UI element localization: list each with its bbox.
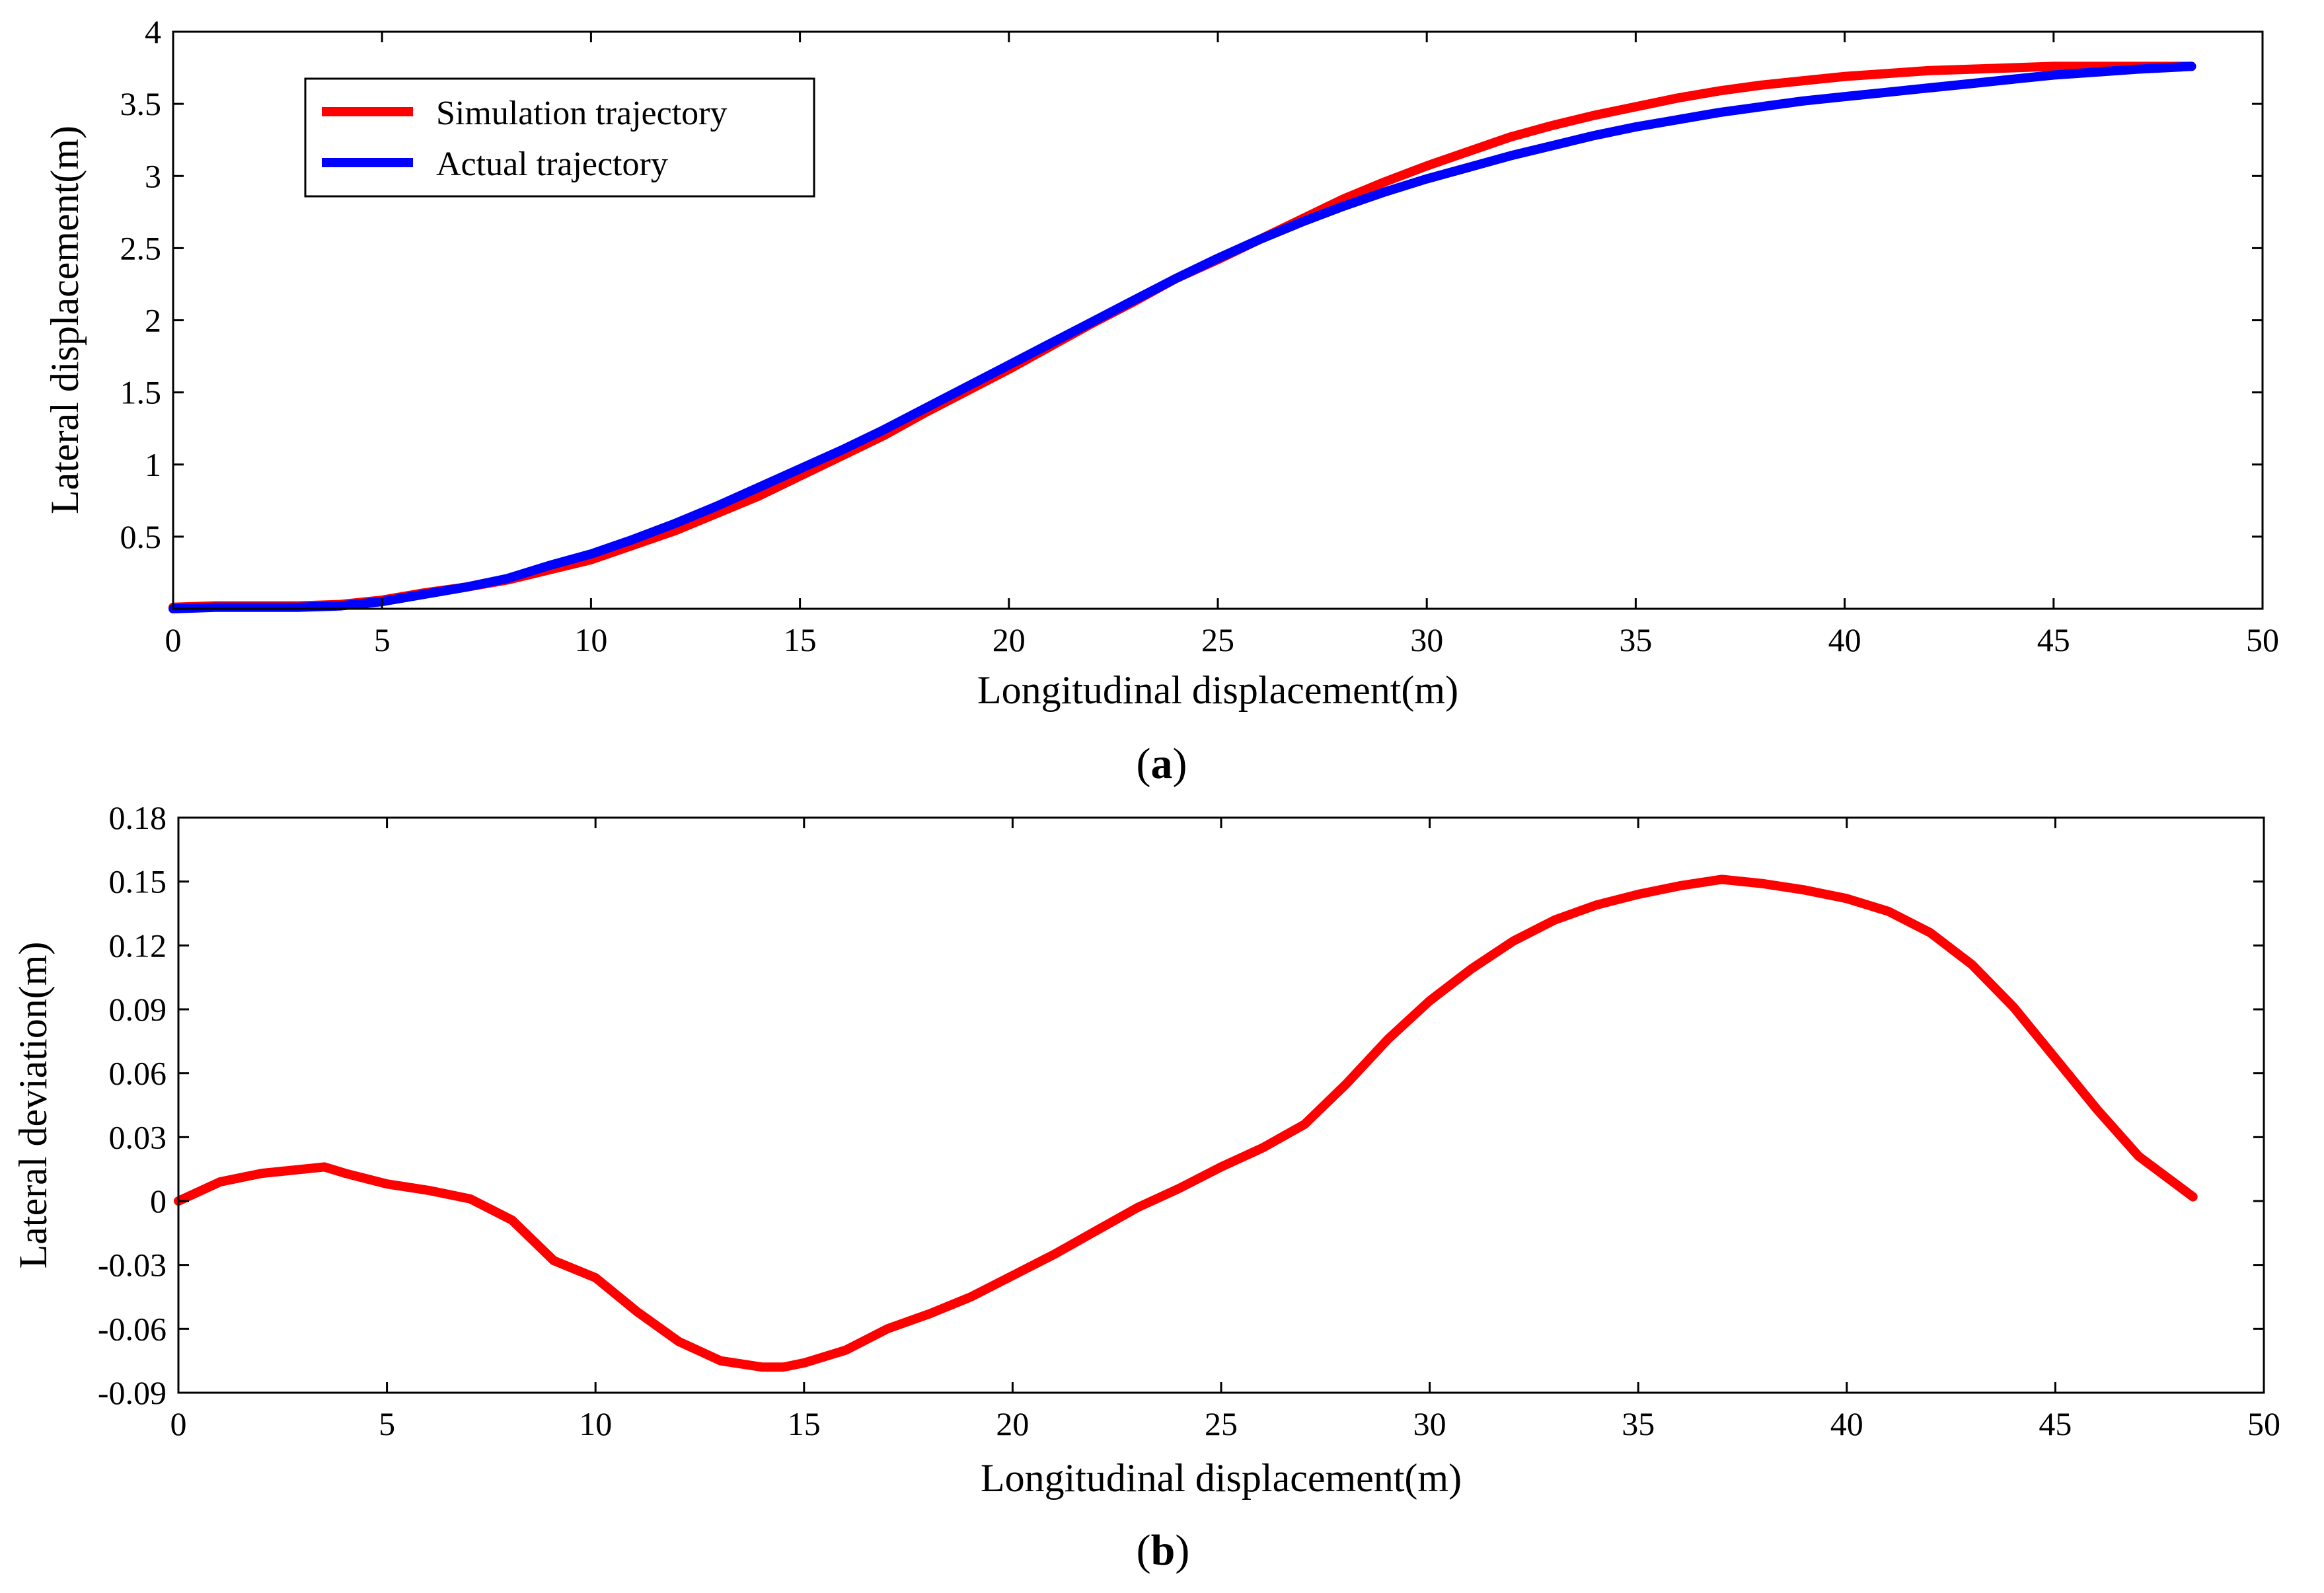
x-tick-label-b-0: 0 xyxy=(170,1405,187,1442)
y-tick-label-b-3: 0 xyxy=(150,1183,167,1220)
caption-letter-b: b xyxy=(1151,1526,1176,1574)
x-axis-label-b: Longitudinal displacement(m) xyxy=(981,1456,1462,1500)
caption-a: (a) xyxy=(1137,740,1187,788)
legend: Simulation trajectory Actual trajectory xyxy=(304,77,815,198)
y-axis-label-b: Lateral deviation(m) xyxy=(11,942,55,1269)
caption-b: (b) xyxy=(1137,1526,1190,1574)
x-axis-label-a: Longitudinal displacement(m) xyxy=(977,668,1458,712)
x-tick-label-a-3: 15 xyxy=(784,621,817,658)
x-tick-label-a-0: 0 xyxy=(165,621,182,658)
y-tick-label-b-1: -0.06 xyxy=(98,1310,167,1347)
y-tick-label-a-7: 4 xyxy=(145,13,161,50)
y-tick-label-a-2: 1.5 xyxy=(120,374,162,411)
y-tick-label-a-5: 3 xyxy=(145,157,161,194)
y-tick-label-b-8: 0.15 xyxy=(109,863,167,900)
series-line-a-1 xyxy=(169,61,2196,613)
y-tick-label-a-0: 0.5 xyxy=(120,518,162,555)
x-tick-label-b-1: 5 xyxy=(379,1405,395,1442)
x-tick-label-a-7: 35 xyxy=(1619,621,1652,658)
x-tick-label-b-5: 25 xyxy=(1205,1405,1238,1442)
series-group-a xyxy=(169,61,2196,613)
y-tick-label-b-7: 0.12 xyxy=(109,927,167,964)
y-tick-label-b-4: 0.03 xyxy=(109,1118,167,1155)
y-tick-label-a-3: 2 xyxy=(145,302,161,339)
x-tick-label-b-2: 10 xyxy=(579,1405,612,1442)
x-tick-label-a-4: 20 xyxy=(993,621,1026,658)
y-tick-label-a-4: 2.5 xyxy=(120,229,162,266)
x-tick-label-a-5: 25 xyxy=(1201,621,1234,658)
series-line-b-0 xyxy=(174,874,2198,1372)
x-tick-label-a-9: 45 xyxy=(2037,621,2070,658)
series-group-b xyxy=(174,874,2198,1372)
x-tick-label-b-10: 50 xyxy=(2247,1405,2280,1442)
x-tick-label-b-4: 20 xyxy=(996,1405,1029,1442)
x-tick-label-b-9: 45 xyxy=(2039,1405,2072,1442)
y-tick-label-b-9: 0.18 xyxy=(109,799,167,836)
y-tick-label-a-1: 1 xyxy=(145,446,161,483)
caption-letter-a: a xyxy=(1151,740,1173,788)
y-tick-label-a-6: 3.5 xyxy=(120,85,162,122)
x-tick-label-a-10: 50 xyxy=(2246,621,2279,658)
x-tick-label-b-8: 40 xyxy=(1830,1405,1863,1442)
x-tick-label-a-2: 10 xyxy=(574,621,607,658)
y-tick-label-b-5: 0.06 xyxy=(109,1055,167,1092)
tick-group-b: 0 5 10 15 20 25 30 35 40 45 50 -0.09 -0.06 -0.03 0 0.03… xyxy=(98,799,2280,1442)
y-tick-label-b-2: -0.03 xyxy=(98,1247,167,1284)
chart-panel-b: 0 5 10 15 20 25 30 35 40 45 50 -0.09 -0.06 -0.03 0 0.03… xyxy=(11,799,2280,1574)
x-tick-label-b-6: 30 xyxy=(1413,1405,1446,1442)
chart-panel-a: 0 5 10 15 20 25 30 35 40 45 50 0.5 1 1.5 2 2.5 3 3.5 4 Lon… xyxy=(43,13,2279,788)
x-tick-label-b-3: 15 xyxy=(788,1405,821,1442)
x-tick-label-a-8: 40 xyxy=(1828,621,1861,658)
x-tick-label-b-7: 35 xyxy=(1622,1405,1655,1442)
legend-label-actual: Actual trajectory xyxy=(436,145,668,183)
x-tick-label-a-6: 30 xyxy=(1410,621,1443,658)
legend-box xyxy=(304,77,815,198)
legend-label-simulation: Simulation trajectory xyxy=(436,95,727,132)
y-tick-label-b-6: 0.09 xyxy=(109,991,167,1028)
tick-group-a: 0 5 10 15 20 25 30 35 40 45 50 0.5 1 1.5 2 2.5 3 3.5 4 xyxy=(120,13,2280,658)
y-tick-label-b-0: -0.09 xyxy=(98,1374,167,1411)
x-tick-label-a-1: 5 xyxy=(374,621,391,658)
y-axis-label-a: Lateral displacement(m) xyxy=(43,126,87,514)
